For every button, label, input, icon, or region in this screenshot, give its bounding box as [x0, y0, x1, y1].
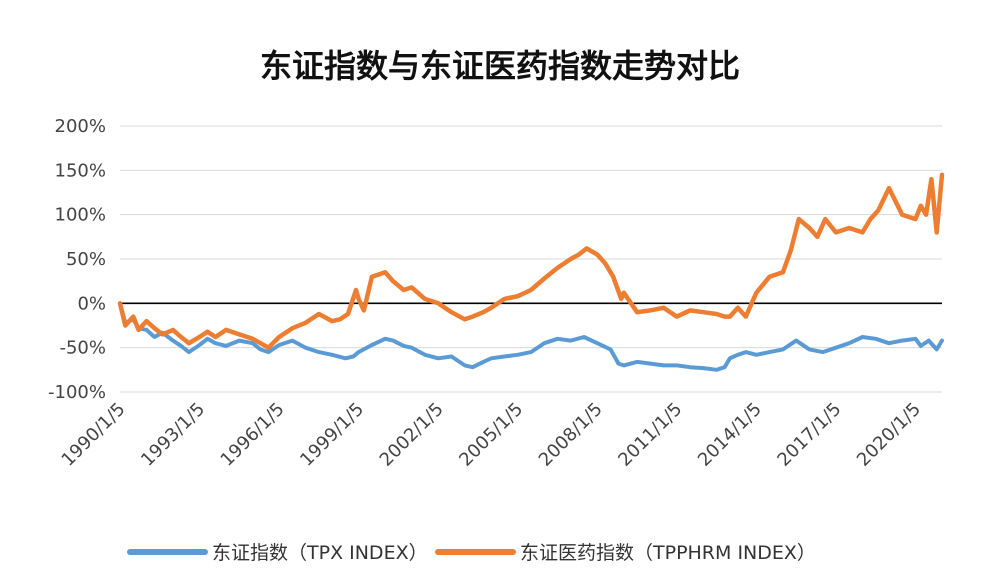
x-tick-label: 2011/1/5 [614, 399, 686, 471]
legend-label-tpphrm: 东证医药指数（TPPHRM INDEX） [520, 542, 816, 564]
y-tick-label: 50% [66, 249, 106, 270]
y-tick-label: 0% [77, 293, 106, 314]
x-tick-label: 2002/1/5 [376, 399, 448, 471]
series-line-tpphrm [117, 172, 945, 350]
series-lines [117, 172, 945, 372]
x-tick-label: 1996/1/5 [217, 399, 289, 471]
x-tick-label: 2017/1/5 [773, 399, 845, 471]
x-tick-label: 2008/1/5 [535, 399, 607, 471]
x-tick-label: 2020/1/5 [853, 399, 925, 471]
y-tick-label: 200% [55, 116, 106, 137]
chart-title: 东证指数与东证医药指数走势对比 [260, 47, 740, 85]
y-tick-label: 150% [55, 160, 106, 181]
series-line-tpx [118, 301, 944, 372]
x-tick-label: 1999/1/5 [296, 399, 368, 471]
legend: 东证指数（TPX INDEX） 东证医药指数（TPPHRM INDEX） [127, 542, 816, 564]
x-axis-ticks: 1990/1/5 1993/1/5 1996/1/5 1999/1/5 2002/1/5… [58, 399, 925, 471]
y-tick-label: 100% [55, 205, 106, 226]
x-tick-label: 2014/1/5 [694, 399, 766, 471]
y-tick-label: -50% [59, 338, 106, 359]
y-axis-ticks: 200% 150% 100% 50% 0% -50% -100% [48, 116, 106, 403]
legend-label-tpx: 东证指数（TPX INDEX） [212, 542, 428, 564]
x-tick-label: 1993/1/5 [137, 399, 209, 471]
x-tick-label: 1990/1/5 [58, 399, 130, 471]
x-tick-label: 2005/1/5 [455, 399, 527, 471]
y-tick-label: -100% [48, 382, 106, 403]
